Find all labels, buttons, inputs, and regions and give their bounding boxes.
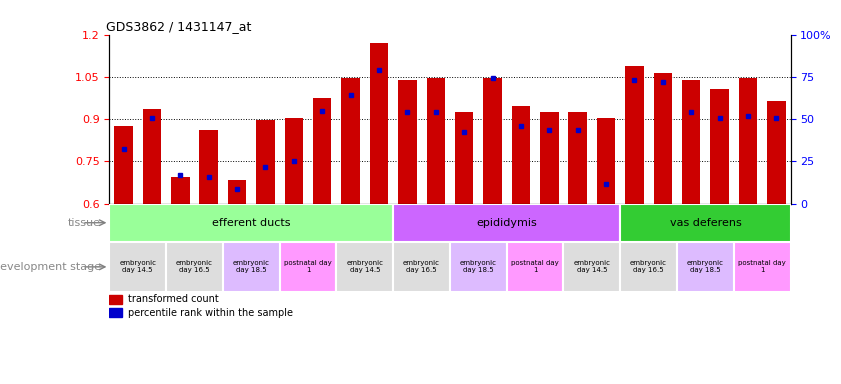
Text: embryonic
day 18.5: embryonic day 18.5 <box>233 260 270 273</box>
Bar <box>109 295 122 304</box>
Text: embryonic
day 16.5: embryonic day 16.5 <box>403 260 440 273</box>
Text: embryonic
day 16.5: embryonic day 16.5 <box>630 260 667 273</box>
Bar <box>484 78 502 204</box>
Text: percentile rank within the sample: percentile rank within the sample <box>129 308 294 318</box>
Bar <box>109 308 122 317</box>
Bar <box>284 118 303 204</box>
Text: postnatal day
1: postnatal day 1 <box>738 260 786 273</box>
Bar <box>313 98 331 204</box>
Bar <box>398 79 416 204</box>
Bar <box>653 73 672 204</box>
Text: postnatal day
1: postnatal day 1 <box>511 260 559 273</box>
Bar <box>228 180 246 204</box>
Bar <box>506 242 563 292</box>
Bar <box>733 242 791 292</box>
Bar <box>450 242 506 292</box>
Bar <box>711 89 729 204</box>
Bar <box>511 106 530 204</box>
Bar <box>109 204 393 242</box>
Bar <box>257 121 275 204</box>
Bar <box>166 242 223 292</box>
Bar <box>114 126 133 204</box>
Bar <box>336 242 393 292</box>
Text: embryonic
day 16.5: embryonic day 16.5 <box>176 260 213 273</box>
Text: embryonic
day 14.5: embryonic day 14.5 <box>119 260 156 273</box>
Bar <box>341 78 360 204</box>
Bar <box>223 242 279 292</box>
Bar <box>620 242 677 292</box>
Bar <box>426 78 445 204</box>
Bar <box>625 66 643 204</box>
Text: development stage: development stage <box>0 262 101 272</box>
Bar <box>455 112 473 204</box>
Text: embryonic
day 18.5: embryonic day 18.5 <box>460 260 497 273</box>
Text: epididymis: epididymis <box>476 218 537 228</box>
Bar <box>143 109 161 204</box>
Text: efferent ducts: efferent ducts <box>212 218 290 228</box>
Bar <box>563 242 620 292</box>
Bar <box>682 79 701 204</box>
Bar <box>540 112 558 204</box>
Bar <box>620 204 791 242</box>
Bar <box>171 177 189 204</box>
Text: GDS3862 / 1431147_at: GDS3862 / 1431147_at <box>106 20 251 33</box>
Text: embryonic
day 14.5: embryonic day 14.5 <box>574 260 611 273</box>
Bar <box>370 43 389 204</box>
Bar <box>677 242 733 292</box>
Text: transformed count: transformed count <box>129 295 220 305</box>
Bar <box>279 242 336 292</box>
Bar <box>569 112 587 204</box>
Bar <box>597 118 616 204</box>
Text: tissue: tissue <box>68 218 101 228</box>
Bar <box>393 204 620 242</box>
Bar <box>199 130 218 204</box>
Text: vas deferens: vas deferens <box>669 218 741 228</box>
Bar <box>393 242 450 292</box>
Bar <box>109 242 166 292</box>
Text: postnatal day
1: postnatal day 1 <box>284 260 332 273</box>
Bar <box>738 78 757 204</box>
Bar <box>767 101 785 204</box>
Text: embryonic
day 14.5: embryonic day 14.5 <box>346 260 383 273</box>
Text: embryonic
day 18.5: embryonic day 18.5 <box>687 260 724 273</box>
